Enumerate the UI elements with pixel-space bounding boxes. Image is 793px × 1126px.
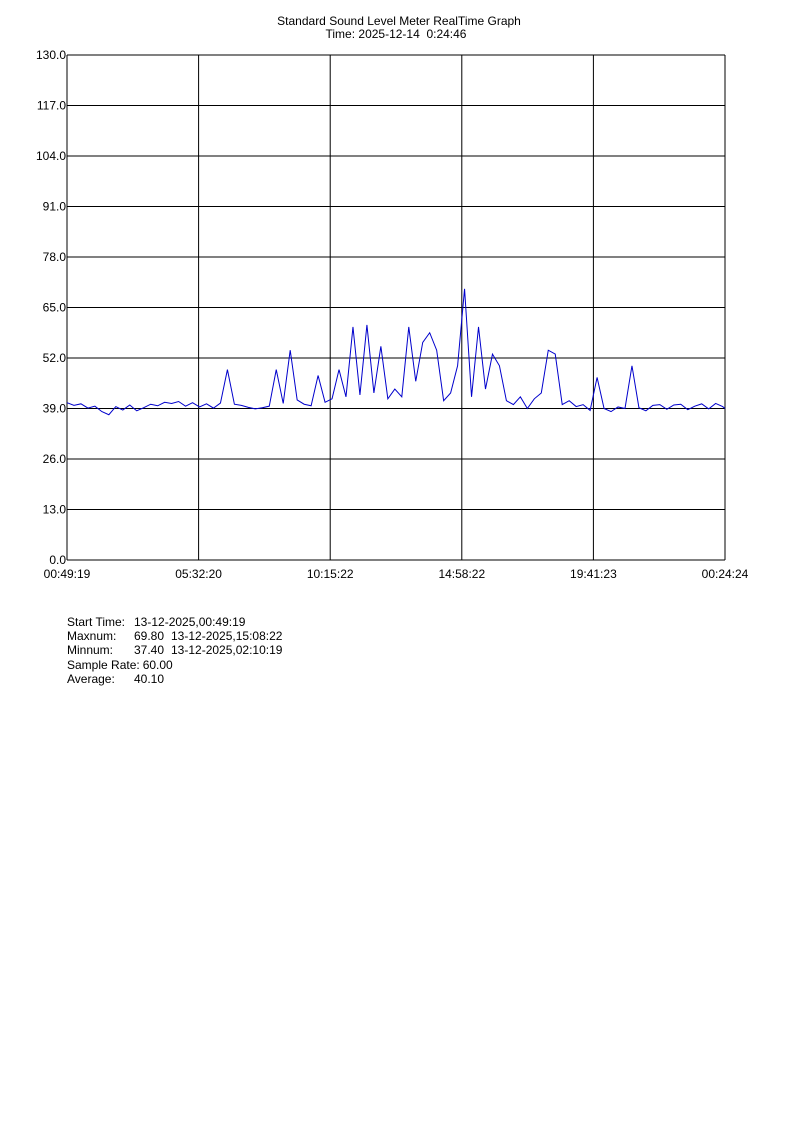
summary-value: 69.80 (134, 629, 164, 643)
y-tick-label: 52.0 (43, 351, 67, 365)
data-line (66, 288, 726, 416)
chart-subtitle: Time: 2025-12-14 0:24:46 (326, 27, 467, 41)
y-tick-label: 104.0 (36, 149, 66, 163)
summary-label: Minnum: (67, 643, 113, 657)
x-tick-label: 10:15:22 (307, 567, 354, 581)
x-tick-label: 05:32:20 (175, 567, 222, 581)
summary-time: 13-12-2025,02:10:19 (171, 643, 283, 657)
summary-value: 40.10 (134, 672, 164, 686)
chart-title: Standard Sound Level Meter RealTime Grap… (277, 14, 521, 28)
x-tick-label: 00:24:24 (702, 567, 749, 581)
y-tick-label: 78.0 (43, 250, 67, 264)
summary-label: Maxnum: (67, 629, 116, 643)
summary-value: 37.40 (134, 643, 164, 657)
x-tick-label: 14:58:22 (438, 567, 485, 581)
y-tick-label: 130.0 (36, 48, 66, 62)
y-tick-label: 91.0 (43, 200, 67, 214)
summary-value: 60.00 (143, 658, 173, 672)
summary-label: Average: (67, 672, 115, 686)
y-tick-label: 26.0 (43, 452, 67, 466)
summary-label: Sample Rate: (67, 658, 140, 672)
y-tick-label: 65.0 (43, 301, 67, 315)
y-tick-label: 39.0 (43, 402, 67, 416)
y-tick-label: 117.0 (37, 99, 66, 113)
summary-time: 13-12-2025,15:08:22 (171, 629, 283, 643)
y-tick-label: 13.0 (43, 503, 67, 517)
summary-value: 13-12-2025,00:49:19 (134, 615, 246, 629)
x-tick-label: 19:41:23 (570, 567, 617, 581)
summary-label: Start Time: (67, 615, 125, 629)
y-tick-label: 0.0 (49, 553, 66, 567)
x-tick-label: 00:49:19 (44, 567, 91, 581)
